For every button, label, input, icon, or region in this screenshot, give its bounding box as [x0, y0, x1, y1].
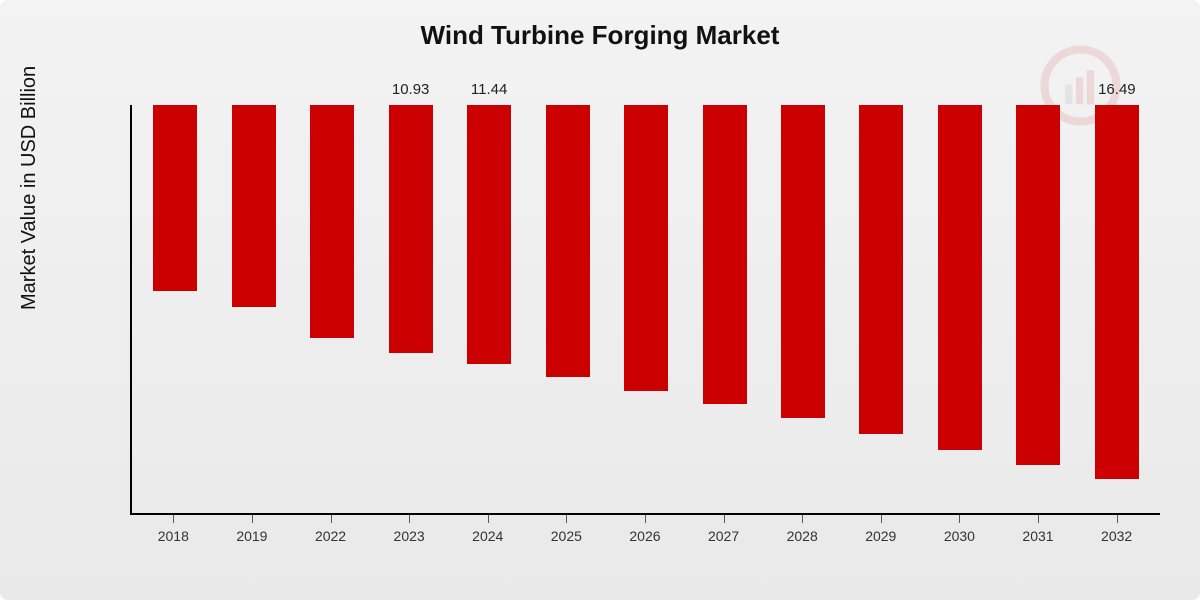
bar: [859, 105, 903, 434]
plot-area: 10.93 11.44 16.49: [130, 105, 1160, 515]
x-tick-label: 2031: [999, 518, 1078, 558]
bars-container: 10.93 11.44 16.49: [132, 105, 1160, 513]
bar-slot: [842, 105, 920, 513]
x-tick-label: 2019: [213, 518, 292, 558]
x-tick: [252, 515, 253, 523]
bar: [546, 105, 590, 377]
x-tick: [173, 515, 174, 523]
x-tick: [409, 515, 410, 523]
x-tick-label: 2030: [920, 518, 999, 558]
x-tick: [488, 515, 489, 523]
bar: [624, 105, 668, 391]
x-tick-label: 2029: [841, 518, 920, 558]
bar-value-label: 11.44: [471, 81, 507, 98]
bar-slot: [685, 105, 763, 513]
x-tick: [1117, 515, 1118, 523]
bar: [310, 105, 354, 338]
x-tick-label: 2032: [1077, 518, 1156, 558]
chart-canvas: Wind Turbine Forging Market Market Value…: [0, 0, 1200, 600]
bar-slot: [764, 105, 842, 513]
x-tick: [881, 515, 882, 523]
x-tick: [645, 515, 646, 523]
bar-slot: [999, 105, 1077, 513]
x-tick-label: 2027: [684, 518, 763, 558]
x-tick-label: 2028: [763, 518, 842, 558]
bar-slot: [293, 105, 371, 513]
x-tick-label: 2018: [134, 518, 213, 558]
bar-value-label: 16.49: [1098, 81, 1136, 98]
x-axis-labels: 2018201920222023202420252026202720282029…: [130, 518, 1160, 558]
x-tick: [1038, 515, 1039, 523]
bar: [703, 105, 747, 404]
x-tick: [566, 515, 567, 523]
bar-slot: 11.44: [450, 105, 528, 513]
bar: [153, 105, 197, 291]
chart-title: Wind Turbine Forging Market: [0, 20, 1200, 51]
bar-slot: [607, 105, 685, 513]
bar: [781, 105, 825, 418]
bar: 16.49: [1095, 105, 1139, 479]
x-tick: [724, 515, 725, 523]
bar-slot: [214, 105, 292, 513]
bar-slot: 10.93: [371, 105, 449, 513]
bar-slot: [136, 105, 214, 513]
x-tick: [331, 515, 332, 523]
x-tick-label: 2022: [291, 518, 370, 558]
x-tick-label: 2025: [527, 518, 606, 558]
bar: [938, 105, 982, 450]
x-tick-label: 2026: [606, 518, 685, 558]
x-tick-label: 2024: [448, 518, 527, 558]
bar-slot: [921, 105, 999, 513]
bar: [232, 105, 276, 307]
x-tick: [802, 515, 803, 523]
y-axis-label: Market Value in USD Billion: [18, 66, 41, 310]
bar: 11.44: [467, 105, 511, 364]
x-tick-label: 2023: [370, 518, 449, 558]
bar: [1016, 105, 1060, 465]
bar-slot: [528, 105, 606, 513]
bar-value-label: 10.93: [392, 81, 430, 98]
bar-slot: 16.49: [1078, 105, 1156, 513]
x-tick: [959, 515, 960, 523]
bar: 10.93: [389, 105, 433, 353]
